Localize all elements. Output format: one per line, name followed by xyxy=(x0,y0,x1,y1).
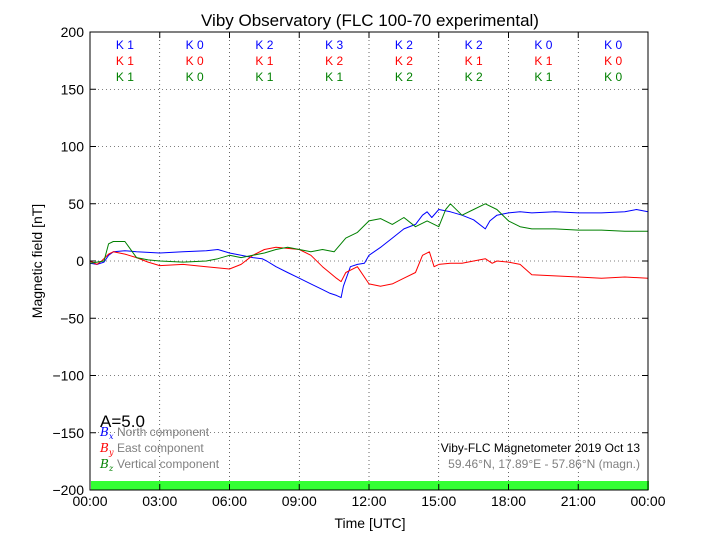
x-axis-label: Time [UTC] xyxy=(334,515,405,531)
k-index-label: K 1 xyxy=(116,38,134,52)
y-tick-labels: −200 −150 −100 −50 0 50 100 150 200 xyxy=(52,24,84,498)
y-tick-label: 100 xyxy=(61,139,85,155)
x-tick-label: 03:00 xyxy=(142,493,177,509)
k-index-label: K 0 xyxy=(534,38,552,52)
series-line xyxy=(89,203,648,264)
x-tick-label: 06:00 xyxy=(212,493,247,509)
legend-label: Vertical component xyxy=(117,457,220,471)
k-index-label: K 1 xyxy=(534,54,552,68)
k-index-label: K 1 xyxy=(534,70,552,84)
y-tick-label: −100 xyxy=(52,368,84,384)
k-index-label: K 0 xyxy=(186,38,204,52)
x-tick-label: 15:00 xyxy=(421,493,456,509)
y-tick-label: −50 xyxy=(60,310,84,326)
grid xyxy=(90,32,648,490)
k-index-label: K 0 xyxy=(186,70,204,84)
x-tick-label: 09:00 xyxy=(282,493,317,509)
k-index-label: K 2 xyxy=(465,70,483,84)
activity-status-bar xyxy=(91,481,649,490)
k-index-table: K 1 K 0 K 2 K 3 K 2 K 2 K 0 K 0 K 1 K 0 K 1 K 2 K 2 K… xyxy=(116,38,623,84)
x-tick-label: 18:00 xyxy=(491,493,526,509)
info-line-1: Viby-FLC Magnetometer 2019 Oct 13 xyxy=(441,441,641,455)
legend-symbol: B xyxy=(99,441,109,455)
y-tick-label: 200 xyxy=(61,24,85,40)
k-index-label: K 1 xyxy=(325,70,343,84)
chart-title: Viby Observatory (FLC 100-70 experimenta… xyxy=(201,11,539,30)
y-tick-label: 0 xyxy=(76,253,84,269)
y-tick-label: −150 xyxy=(52,425,84,441)
y-tick-label: 150 xyxy=(61,81,85,97)
series-line xyxy=(89,209,649,299)
k-index-label: K 0 xyxy=(604,70,622,84)
k-index-label: K 1 xyxy=(465,54,483,68)
k-index-label: K 0 xyxy=(604,54,622,68)
k-index-label: K 2 xyxy=(465,38,483,52)
y-tick-label: −200 xyxy=(52,482,84,498)
legend-subscript: x xyxy=(109,432,114,441)
info-line-2: 59.46°N, 17.89°E - 57.86°N (magn.) xyxy=(448,457,640,471)
k-index-label: K 1 xyxy=(255,70,273,84)
y-tick-label: 50 xyxy=(68,196,84,212)
legend-label: North component xyxy=(117,425,210,439)
x-tick-label: 21:00 xyxy=(561,493,596,509)
k-index-label: K 1 xyxy=(255,54,273,68)
k-index-label: K 2 xyxy=(325,54,343,68)
k-index-label: K 2 xyxy=(395,70,413,84)
k-index-label: K 1 xyxy=(116,54,134,68)
k-index-label: K 0 xyxy=(186,54,204,68)
x-tick-labels: 00:00 03:00 06:00 09:00 12:00 15:00 18:00 21:00… xyxy=(72,493,665,509)
k-index-label: K 0 xyxy=(604,38,622,52)
series-lines xyxy=(89,203,649,299)
x-tick-label: 00:00 xyxy=(72,493,107,509)
axis-ticks xyxy=(89,31,649,491)
legend-label: East component xyxy=(117,441,204,455)
k-index-label: K 2 xyxy=(395,54,413,68)
legend-symbol: B xyxy=(99,457,109,471)
x-tick-label: 00:00 xyxy=(630,493,665,509)
k-index-label: K 2 xyxy=(395,38,413,52)
a-index-label: A=5.0 xyxy=(100,412,145,431)
x-tick-label: 12:00 xyxy=(351,493,386,509)
k-index-label: K 2 xyxy=(255,38,273,52)
legend-symbol: B xyxy=(99,425,109,439)
legend-subscript: z xyxy=(108,464,114,473)
legend-subscript: y xyxy=(108,448,114,457)
series-line xyxy=(89,246,649,287)
k-index-label: K 3 xyxy=(325,38,343,52)
y-axis-label: Magnetic field [nT] xyxy=(29,204,45,318)
k-index-label: K 1 xyxy=(116,70,134,84)
